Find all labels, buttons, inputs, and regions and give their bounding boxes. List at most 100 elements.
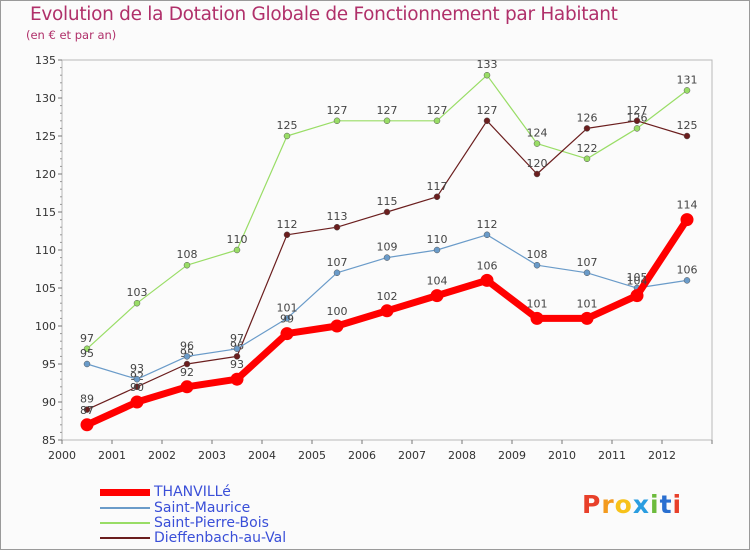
data-point-thanville xyxy=(280,327,294,341)
data-point-thanville xyxy=(630,289,644,303)
legend-item-saint-maurice: Saint-Maurice xyxy=(100,500,250,516)
x-tick-label: 2012 xyxy=(648,449,676,462)
data-point-saint_maurice xyxy=(433,246,441,254)
data-point-thanville xyxy=(80,418,94,432)
data-label-saint_pierre_bois: 124 xyxy=(527,127,548,140)
data-label-saint_maurice: 97 xyxy=(230,332,244,345)
data-point-saint_pierre_bois xyxy=(583,155,591,163)
data-point-dieffenbach xyxy=(483,117,491,125)
data-label-dieffenbach: 112 xyxy=(277,218,298,231)
legend-swatch-dieffenbach xyxy=(100,537,150,539)
data-label-thanville: 104 xyxy=(627,275,648,288)
data-point-dieffenbach xyxy=(383,208,391,216)
data-point-saint_maurice xyxy=(583,269,591,277)
y-tick-label: 95 xyxy=(42,358,56,371)
legend-label-saint-maurice: Saint-Maurice xyxy=(154,500,251,516)
data-point-dieffenbach xyxy=(133,383,141,391)
data-point-thanville xyxy=(430,289,444,303)
x-tick-label: 2010 xyxy=(548,449,576,462)
x-tick-label: 2011 xyxy=(598,449,626,462)
data-label-saint_pierre_bois: 103 xyxy=(127,286,148,299)
legend-swatch-saint-maurice xyxy=(100,507,150,509)
y-tick-label: 130 xyxy=(35,92,56,105)
y-tick-label: 105 xyxy=(35,282,56,295)
legend-swatch-thanville xyxy=(100,488,150,496)
data-label-thanville: 101 xyxy=(577,297,598,310)
data-point-saint_pierre_bois xyxy=(133,299,141,307)
x-tick-label: 2003 xyxy=(198,449,226,462)
data-label-saint_maurice: 95 xyxy=(80,347,94,360)
data-label-saint_pierre_bois: 127 xyxy=(427,104,448,117)
data-point-dieffenbach xyxy=(233,353,241,360)
data-point-saint_pierre_bois xyxy=(333,117,341,125)
data-label-saint_maurice: 107 xyxy=(577,256,598,269)
data-point-saint_pierre_bois xyxy=(83,345,91,353)
data-label-saint_pierre_bois: 133 xyxy=(477,58,498,71)
y-tick-label: 100 xyxy=(35,320,56,333)
chart-subtitle: (en € et par an) xyxy=(26,28,117,42)
data-label-dieffenbach: 89 xyxy=(80,393,94,406)
data-label-thanville: 102 xyxy=(377,290,398,303)
data-point-saint_maurice xyxy=(533,261,541,269)
data-point-saint_maurice xyxy=(133,375,141,383)
y-tick-label: 120 xyxy=(35,168,56,181)
data-point-saint_maurice xyxy=(683,277,691,284)
data-point-thanville xyxy=(380,304,394,318)
proxiti-logo: Proxiti xyxy=(582,490,682,519)
data-point-dieffenbach xyxy=(583,125,591,132)
data-label-saint_maurice: 108 xyxy=(527,248,548,261)
data-point-saint_pierre_bois xyxy=(283,132,291,140)
data-label-thanville: 101 xyxy=(527,297,548,310)
data-point-saint_pierre_bois xyxy=(383,117,391,125)
data-label-saint_pierre_bois: 131 xyxy=(677,73,698,86)
data-point-saint_maurice xyxy=(233,345,241,353)
logo-letter: i xyxy=(650,490,660,519)
data-label-saint_maurice: 101 xyxy=(277,301,298,314)
data-point-thanville xyxy=(680,213,694,227)
data-label-saint_pierre_bois: 127 xyxy=(377,104,398,117)
data-label-thanville: 114 xyxy=(677,199,698,212)
data-label-saint_pierre_bois: 125 xyxy=(277,119,298,132)
data-point-saint_maurice xyxy=(83,360,91,368)
x-tick-label: 2008 xyxy=(448,449,476,462)
data-label-saint_pierre_bois: 122 xyxy=(577,142,598,155)
data-point-saint_maurice xyxy=(183,353,191,360)
x-tick-label: 2004 xyxy=(248,449,276,462)
data-label-saint_maurice: 93 xyxy=(130,362,144,375)
data-point-thanville xyxy=(130,395,144,409)
y-tick-label: 125 xyxy=(35,130,56,143)
data-label-saint_maurice: 107 xyxy=(327,256,348,269)
data-point-thanville xyxy=(530,311,544,325)
data-point-dieffenbach xyxy=(183,360,191,368)
logo-letter: t xyxy=(659,490,673,519)
data-label-saint_maurice: 105 xyxy=(627,271,648,284)
x-tick-label: 2000 xyxy=(48,449,76,462)
data-label-thanville: 104 xyxy=(427,275,448,288)
data-point-dieffenbach xyxy=(333,223,341,231)
data-label-saint_pierre_bois: 110 xyxy=(227,233,248,246)
data-label-saint_pierre_bois: 108 xyxy=(177,248,198,261)
data-point-saint_maurice xyxy=(483,231,491,239)
x-tick-label: 2007 xyxy=(398,449,426,462)
legend-label-thanville: THANVILLé xyxy=(154,484,231,500)
data-point-dieffenbach xyxy=(683,132,691,140)
legend-item-saint-pierre-bois: Saint-Pierre-Bois xyxy=(100,515,269,531)
logo-letter: r xyxy=(601,490,615,519)
data-point-dieffenbach xyxy=(283,231,291,239)
x-tick-label: 2001 xyxy=(98,449,126,462)
data-label-thanville: 99 xyxy=(280,313,294,326)
data-point-saint_pierre_bois xyxy=(433,117,441,125)
y-tick-label: 85 xyxy=(42,434,56,447)
data-label-saint_maurice: 109 xyxy=(377,241,398,254)
data-label-thanville: 100 xyxy=(327,305,348,318)
logo-letter: o xyxy=(614,490,633,519)
logo-letter: P xyxy=(582,490,602,519)
data-label-dieffenbach: 117 xyxy=(427,180,448,193)
data-label-dieffenbach: 126 xyxy=(577,111,598,124)
data-label-thanville: 106 xyxy=(477,259,498,272)
data-label-thanville: 93 xyxy=(230,358,244,371)
legend-item-thanville: THANVILLé xyxy=(100,484,231,500)
data-point-thanville xyxy=(580,311,594,325)
data-label-dieffenbach: 125 xyxy=(677,119,698,132)
